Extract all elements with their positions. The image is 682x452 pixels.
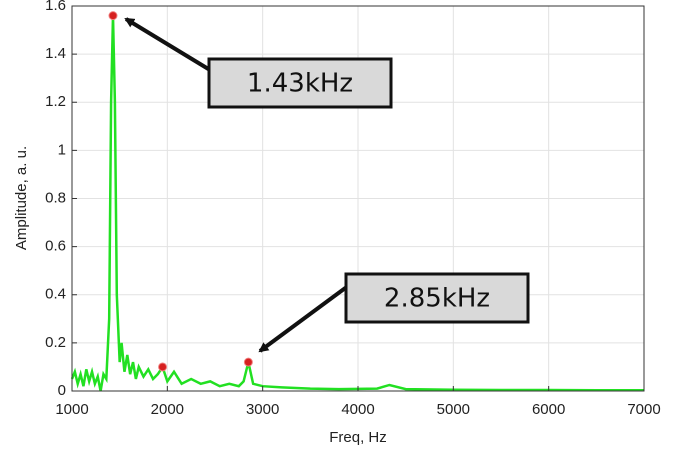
annotation-arrow bbox=[124, 17, 212, 72]
y-tick-label: 1.2 bbox=[45, 93, 66, 110]
annotation: 2.85kHz bbox=[384, 284, 490, 314]
y-tick-label: 0.2 bbox=[45, 334, 66, 351]
x-tick-label: 1000 bbox=[55, 401, 88, 418]
y-axis-label: Amplitude, a. u. bbox=[13, 146, 30, 250]
y-tick-label: 0.6 bbox=[45, 238, 66, 255]
spectrum-line bbox=[70, 15, 644, 392]
y-tick-label: 1 bbox=[58, 141, 66, 158]
peak-marker bbox=[108, 11, 118, 21]
y-tick-label: 0 bbox=[58, 382, 66, 399]
x-tick-label: 2000 bbox=[151, 401, 184, 418]
annotation: 1.43kHz bbox=[247, 69, 353, 99]
y-tick-label: 0.4 bbox=[45, 286, 66, 303]
annotation-box bbox=[344, 272, 530, 324]
y-tick-label: 1.6 bbox=[45, 0, 66, 14]
x-tick-label: 3000 bbox=[246, 401, 279, 418]
x-tick-label: 7000 bbox=[627, 401, 660, 418]
x-axis-label: Freq, Hz bbox=[329, 429, 387, 446]
x-tick-label: 5000 bbox=[437, 401, 470, 418]
annotation-arrow bbox=[258, 284, 350, 353]
annotation-box bbox=[207, 57, 393, 109]
x-tick-label: 6000 bbox=[532, 401, 565, 418]
y-tick-label: 1.4 bbox=[45, 45, 66, 62]
peak-marker bbox=[158, 362, 168, 372]
y-tick-label: 0.8 bbox=[45, 189, 66, 206]
x-tick-label: 4000 bbox=[341, 401, 374, 418]
peak-marker bbox=[243, 357, 253, 367]
